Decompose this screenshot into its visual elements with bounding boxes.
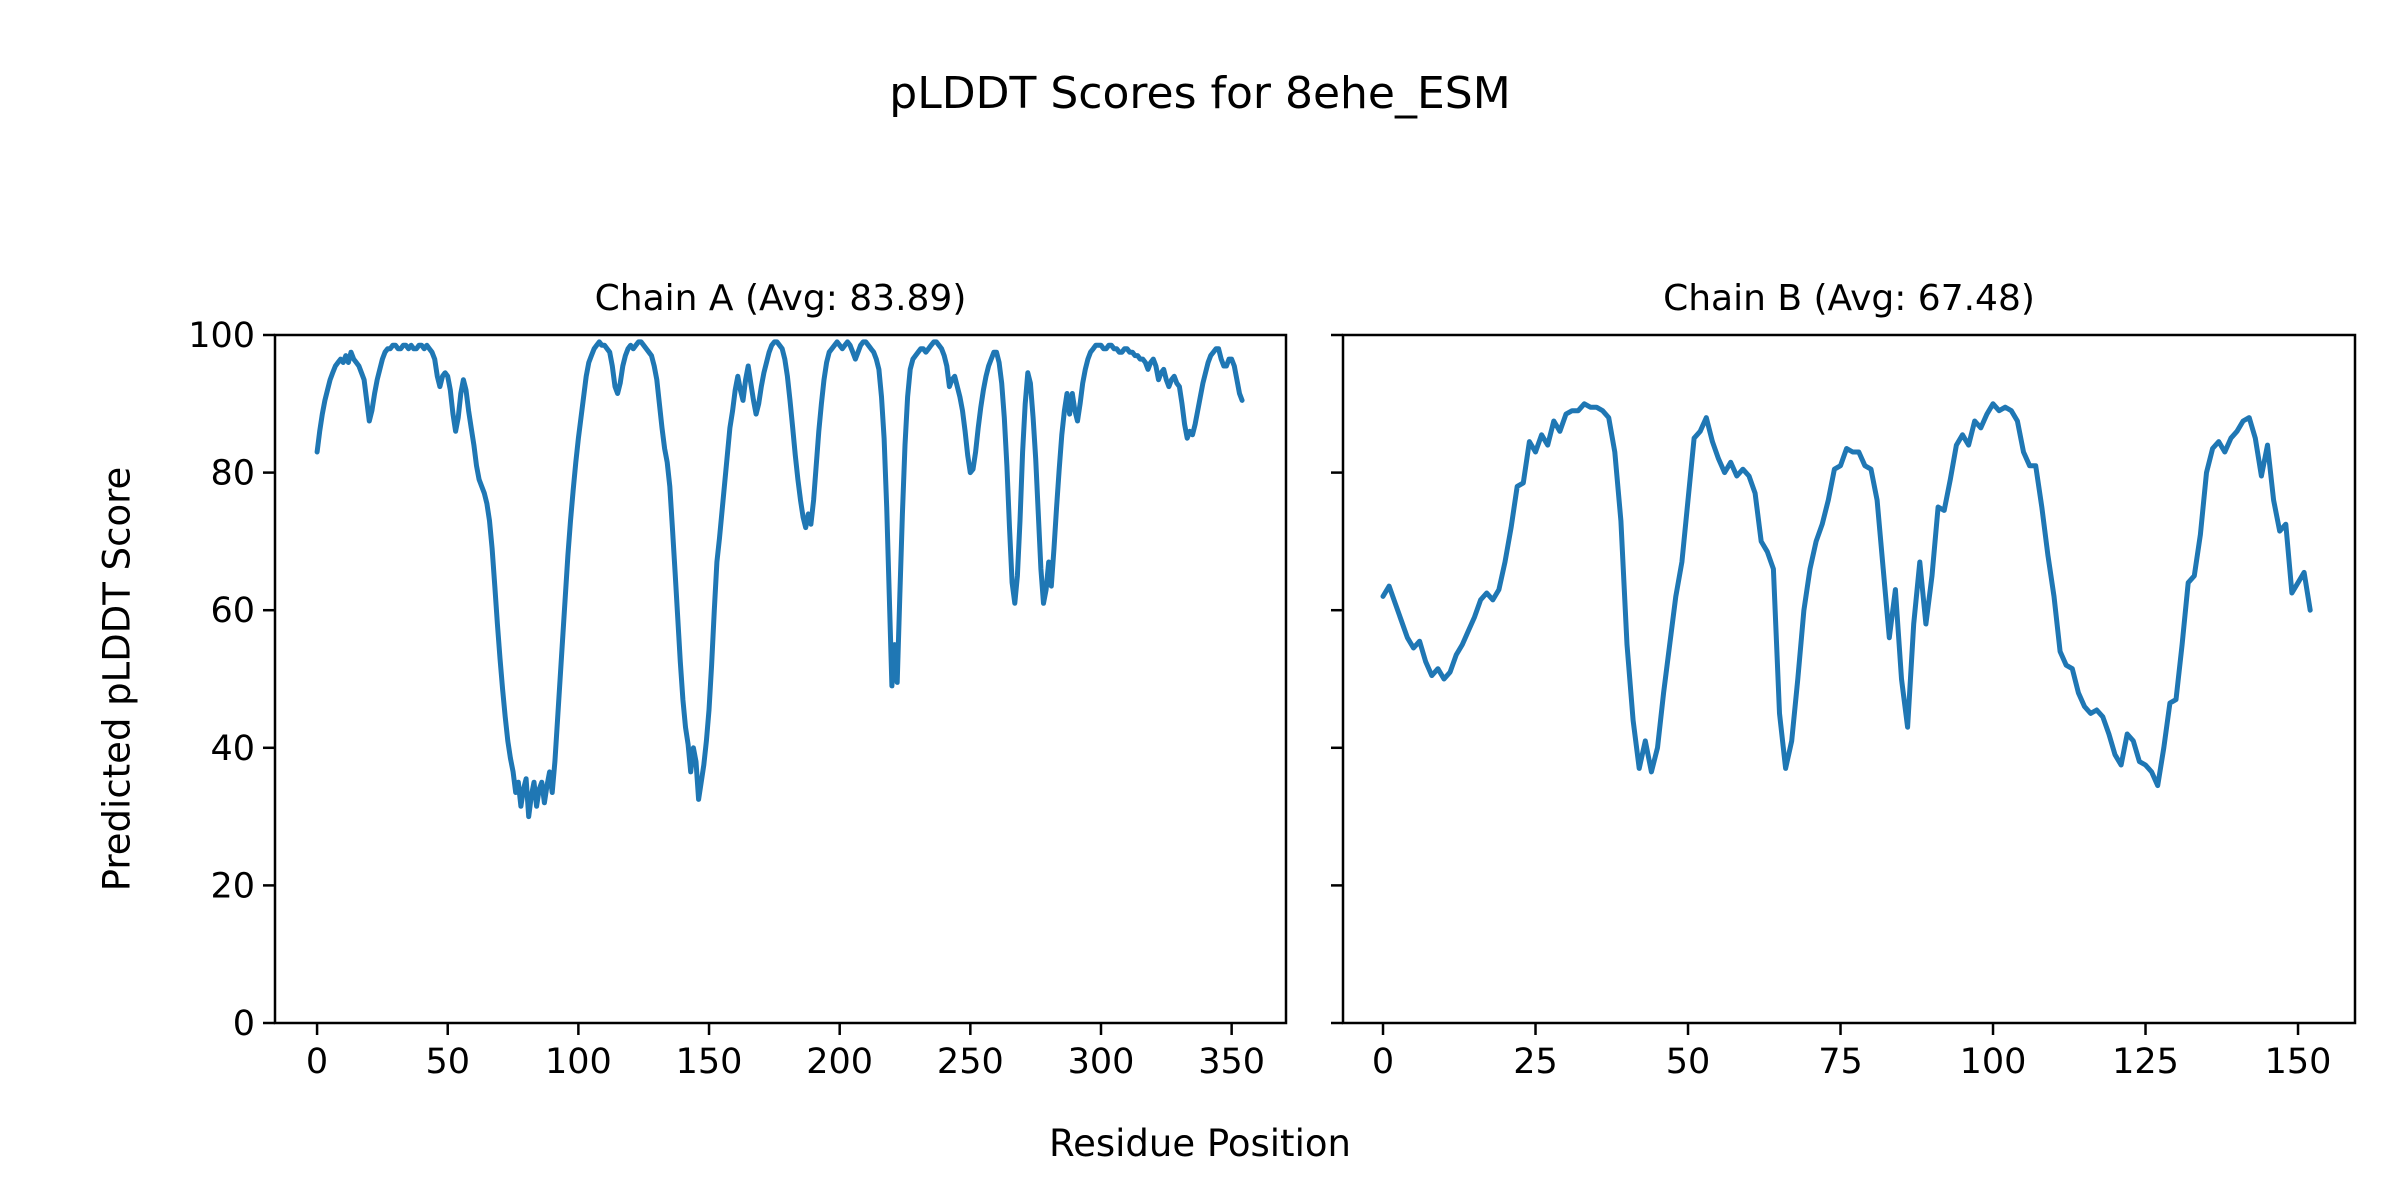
chain-a-ytick-label: 0 (233, 1004, 255, 1044)
chain-b-xtick-label: 25 (1513, 1042, 1558, 1082)
chain-b-xtick-label: 125 (2112, 1042, 2179, 1082)
chain-a-xtick-label: 100 (545, 1042, 612, 1082)
chain-a-ytick-label: 60 (210, 591, 255, 631)
chain-b-spines (1341, 333, 2357, 1025)
chain-a-ytick-label: 20 (210, 866, 255, 906)
chain-b-axes: 0 25 50 75 100 125 150 (1331, 333, 2357, 1082)
x-axis-label: Residue Position (1049, 1122, 1351, 1165)
chain-b-xtick-label: 150 (2265, 1042, 2332, 1082)
chain-a-ytick-label: 80 (210, 454, 255, 494)
chain-b-xtick-label: 75 (1818, 1042, 1863, 1082)
chain-a-xtick-label: 0 (306, 1042, 328, 1082)
chain-a-xtick-label: 300 (1068, 1042, 1135, 1082)
figure-title: pLDDT Scores for 8ehe_ESM (889, 68, 1511, 119)
chain-a-line (314, 339, 1245, 820)
chain-a-spines (273, 333, 1288, 1025)
chain-b-line (1380, 401, 2313, 789)
chain-b-xtick-label: 0 (1372, 1042, 1394, 1082)
chain-b-xtick-label: 50 (1666, 1042, 1711, 1082)
chain-b-title: Chain B (Avg: 67.48) (1663, 278, 2035, 319)
chain-a-ytick-label: 100 (188, 316, 255, 356)
chain-a-xtick-label: 50 (425, 1042, 470, 1082)
chain-a-xtick-label: 150 (676, 1042, 743, 1082)
chain-a-xtick-label: 250 (937, 1042, 1004, 1082)
chain-a-xtick-label: 350 (1198, 1042, 1265, 1082)
chain-a-ytick-label: 40 (210, 729, 255, 769)
chain-a-xtick-label: 200 (806, 1042, 873, 1082)
chain-b-xtick-label: 100 (1960, 1042, 2027, 1082)
chain-a-axes: 0 50 100 150 200 250 300 350 0 20 40 60 80 100 (188, 316, 1288, 1082)
chain-a-title: Chain A (Avg: 83.89) (594, 278, 967, 319)
